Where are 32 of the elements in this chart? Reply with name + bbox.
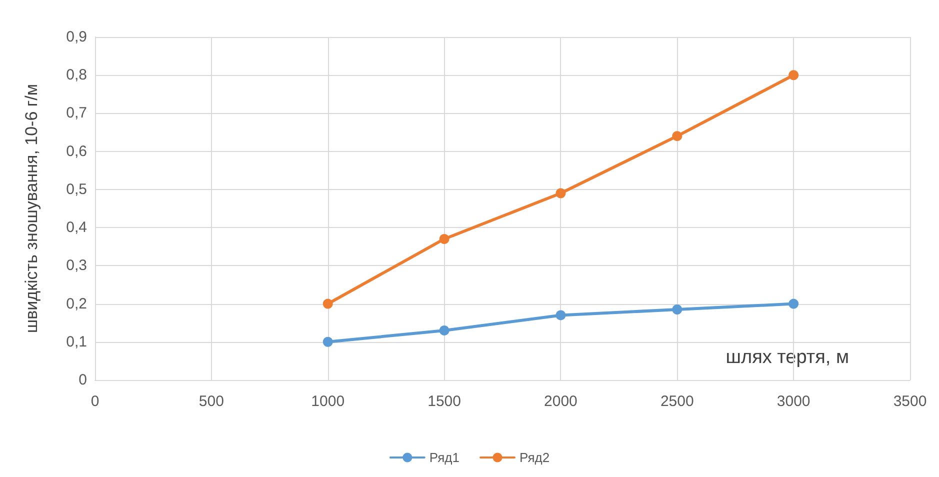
- x-tick-label: 3000: [776, 393, 810, 410]
- point: [322, 336, 333, 347]
- point: [439, 234, 450, 244]
- y-tick-label: 0,4: [66, 219, 87, 236]
- x-tick-label: 3500: [893, 393, 927, 410]
- x-tick-label: 1500: [428, 393, 461, 410]
- x-tick-label: 1000: [311, 393, 345, 410]
- y-tick-label: 0,3: [66, 257, 87, 274]
- legend-label: Ряд2: [520, 450, 550, 465]
- point: [672, 131, 682, 142]
- point: [788, 70, 799, 80]
- y-tick-label: 0,6: [66, 142, 87, 160]
- point: [322, 298, 333, 309]
- y-tick-label: 0,7: [66, 104, 87, 122]
- x-axis-title: шлях тертя, м: [726, 347, 850, 368]
- point: [556, 310, 566, 320]
- point: [439, 325, 450, 336]
- y-tick-label: 0,5: [66, 180, 87, 198]
- legend-label: Ряд1: [429, 450, 460, 465]
- x-tick-label: 0: [90, 393, 100, 410]
- point: [556, 188, 566, 198]
- y-tick-label: 0,1: [66, 333, 87, 350]
- x-tick-label: 500: [198, 393, 224, 410]
- x-tick-label: 2500: [660, 393, 694, 410]
- point: [672, 304, 682, 314]
- y-tick-label: 0: [78, 372, 87, 388]
- y-tick-label: 0,9: [66, 28, 87, 46]
- y-tick-label: 0,8: [66, 66, 87, 84]
- x-tick-label: 2000: [544, 393, 578, 410]
- point: [788, 298, 799, 309]
- y-tick-label: 0,2: [66, 295, 87, 312]
- y-axis-title: швидкість зношування, 10-6 г/м: [22, 84, 41, 334]
